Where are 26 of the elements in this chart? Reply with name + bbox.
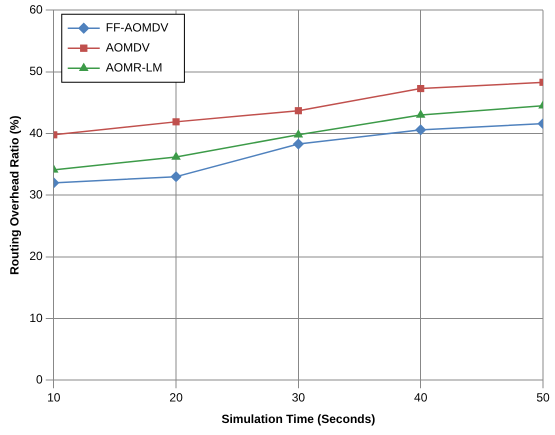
point — [293, 138, 304, 150]
y-tick-label: 30 — [29, 188, 44, 202]
point — [416, 110, 425, 118]
point — [294, 130, 303, 138]
y-tick-label: 20 — [29, 249, 44, 264]
point — [172, 118, 180, 126]
point — [417, 84, 424, 92]
point — [415, 124, 426, 136]
x-tick-label: 10 — [47, 390, 61, 405]
point — [172, 152, 180, 160]
y-tick-label: 0 — [36, 372, 44, 387]
y-tick-label: 10 — [29, 310, 44, 325]
point — [170, 171, 182, 182]
y-tick-label: 60 — [29, 2, 44, 17]
x-tick-label: 40 — [414, 390, 428, 405]
x-tick-label: 50 — [536, 390, 550, 405]
y-tick-label: 50 — [29, 64, 44, 78]
x-tick-label: 30 — [292, 390, 306, 405]
legend-label: AOMDV — [106, 40, 150, 55]
point — [294, 107, 302, 114]
x-axis-title: Simulation Time (Seconds) — [221, 412, 376, 426]
legend-label: AOMR-LM — [106, 60, 162, 75]
y-axis-title: Routing Overhead Ratio (%) — [8, 116, 22, 275]
y-tick-label: 40 — [29, 126, 44, 140]
legend-label: FF-AOMDV — [106, 20, 168, 35]
x-tick-label: 20 — [169, 390, 184, 405]
